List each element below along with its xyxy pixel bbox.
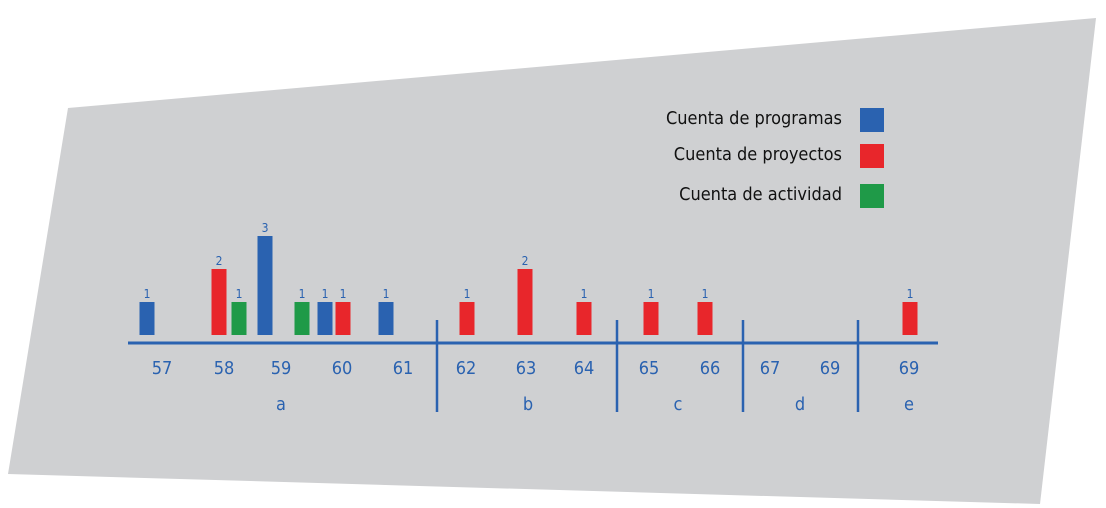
bar-value-label-12: 1 (648, 287, 655, 301)
bar-value-label-10: 2 (522, 254, 529, 268)
tick-label-12: 69 (820, 358, 841, 379)
bar-4 (257, 236, 273, 335)
bar-value-label-7: 1 (340, 287, 347, 301)
bar-value-label-9: 1 (464, 287, 471, 301)
bar-12 (643, 302, 659, 335)
legend-label-2: Cuenta de proyectos (674, 144, 842, 165)
legend-swatch-1 (860, 108, 884, 132)
bar-5 (294, 302, 310, 335)
legend-label-1: Cuenta de programas (666, 108, 842, 129)
tick-label-5: 61 (393, 358, 414, 379)
tick-label-4: 60 (332, 358, 353, 379)
chart-background (8, 18, 1096, 504)
tick-label-2: 58 (214, 358, 235, 379)
bar-3 (231, 302, 247, 335)
bar-value-label-5: 1 (299, 287, 306, 301)
bar-value-label-4: 3 (262, 221, 269, 235)
bar-11 (576, 302, 592, 335)
tick-label-1: 57 (152, 358, 173, 379)
tick-label-13: 69 (899, 358, 920, 379)
tick-label-11: 67 (760, 358, 781, 379)
group-label-c: c (674, 394, 683, 415)
legend-label-3: Cuenta de actividad (679, 184, 842, 205)
bar-value-label-6: 1 (322, 287, 329, 301)
x-axis (128, 320, 938, 412)
group-labels: a b c d e (276, 394, 914, 415)
bar-6 (317, 302, 333, 335)
bar-value-label-13: 1 (702, 287, 709, 301)
bar-value-label-2: 2 (216, 254, 223, 268)
tick-label-7: 63 (516, 358, 537, 379)
group-label-b: b (523, 394, 533, 415)
tick-label-3: 59 (271, 358, 292, 379)
group-label-a: a (276, 394, 286, 415)
bar-value-label-8: 1 (383, 287, 390, 301)
tick-label-10: 66 (700, 358, 721, 379)
bar-10 (517, 269, 533, 335)
legend-swatch-3 (860, 184, 884, 208)
bar-8 (378, 302, 394, 335)
bar-14 (902, 302, 918, 335)
bar-value-label-1: 1 (144, 287, 151, 301)
legend: Cuenta de programas Cuenta de proyectos Cu… (666, 108, 884, 208)
bar-7 (335, 302, 351, 335)
group-label-e: e (904, 394, 914, 415)
tick-label-6: 62 (456, 358, 477, 379)
group-label-d: d (795, 394, 805, 415)
bar-value-label-14: 1 (907, 287, 914, 301)
bar-value-label-11: 1 (581, 287, 588, 301)
tick-labels: 57 58 59 60 61 62 63 64 65 66 67 69 69 (152, 358, 920, 379)
bar-1 (139, 302, 155, 335)
tick-label-9: 65 (639, 358, 660, 379)
bar-13 (697, 302, 713, 335)
tick-label-8: 64 (574, 358, 595, 379)
legend-swatch-2 (860, 144, 884, 168)
bar-9 (459, 302, 475, 335)
bar-2 (211, 269, 227, 335)
bar-value-label-3: 1 (236, 287, 243, 301)
